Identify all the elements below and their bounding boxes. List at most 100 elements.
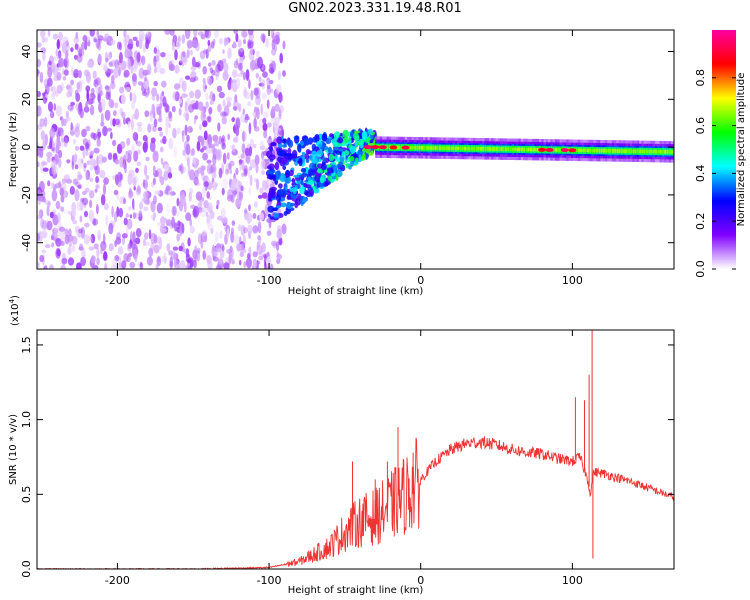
- spectrogram-cell: [73, 154, 77, 166]
- spectrogram-cell: [42, 50, 46, 61]
- spectrogram-cell: [260, 33, 266, 42]
- spectrogram-cell: [632, 149, 635, 154]
- spectrogram-cell: [172, 127, 177, 139]
- spectrogram-cell: [102, 126, 108, 137]
- y-axis-label: Frequency (Hz): [8, 112, 19, 188]
- spectrogram-cell: [257, 194, 263, 199]
- spectrogram-cell: [168, 250, 174, 256]
- spectrogram-cell: [457, 146, 460, 151]
- spectrogram-cell: [229, 247, 234, 259]
- spectrogram-cell: [652, 149, 656, 154]
- spectrogram-cell: [577, 148, 581, 153]
- spectrogram-cell: [482, 146, 485, 151]
- spectrogram-cell: [89, 235, 93, 244]
- spectrogram-cell: [165, 124, 169, 136]
- spectrogram-cell: [116, 143, 123, 154]
- spectrogram-cell: [145, 175, 150, 180]
- spectrogram-cell: [88, 246, 95, 251]
- spectrogram-cell: [237, 181, 242, 187]
- spectrogram-cell: [220, 243, 224, 250]
- spectrogram-cell: [204, 85, 208, 90]
- spectrogram-cell: [168, 111, 173, 122]
- spectrogram-cell: [134, 108, 139, 120]
- colorbar-tick-label: 0.6: [694, 117, 707, 135]
- spectrogram-cell: [153, 47, 157, 54]
- spectrogram-cell: [61, 257, 68, 265]
- spectrogram-cell: [129, 214, 133, 219]
- spectrogram-cell: [127, 121, 131, 128]
- spectrogram-cell: [143, 69, 150, 75]
- colorbar-tick-label: 0.2: [694, 212, 707, 230]
- y-tick-label: -40: [20, 234, 33, 252]
- spectrogram-cell: [216, 148, 222, 161]
- spectrogram-cell: [127, 173, 133, 186]
- spectrogram-cell: [206, 116, 211, 123]
- spectrogram-cell: [114, 255, 120, 262]
- spectrogram-cell: [275, 36, 280, 45]
- spectrogram-cell: [128, 205, 132, 211]
- spectrogram-cell: [52, 56, 59, 61]
- spectrogram-cell: [58, 150, 63, 159]
- spectrogram-cell: [336, 168, 343, 178]
- spectrogram-cell: [153, 234, 158, 244]
- spectrogram-cell: [96, 128, 101, 140]
- spectrogram-cell: [291, 179, 296, 182]
- spectrogram-cell: [192, 208, 197, 218]
- spectrogram-cell: [37, 59, 42, 68]
- spectrogram-cell: [119, 60, 123, 73]
- spectrogram-cell: [273, 207, 279, 212]
- spectrogram-cell: [115, 174, 119, 186]
- spectrogram-cell: [95, 38, 101, 49]
- spectrogram-cell: [83, 210, 89, 218]
- spectrogram-cell: [81, 128, 87, 138]
- spectrogram-cell: [48, 60, 52, 66]
- spectrogram-cell: [46, 220, 53, 231]
- spectrogram-cell: [61, 68, 65, 76]
- spectrogram-cell: [104, 85, 109, 91]
- spectrogram-cell: [82, 197, 89, 206]
- spectrogram-cell: [118, 51, 123, 64]
- spectrogram-cell: [136, 122, 143, 127]
- spectrogram-cell: [218, 91, 225, 99]
- spectrogram-cell: [470, 146, 474, 151]
- spectrogram-cell: [502, 147, 506, 151]
- x-tick-label: -200: [105, 274, 130, 287]
- spectrogram-cell: [84, 39, 88, 51]
- spectrogram-cell: [120, 93, 126, 105]
- spectrogram-cell: [187, 157, 190, 168]
- y-tick-label: 1.5: [20, 336, 33, 354]
- spectrogram-cell: [156, 202, 163, 214]
- spectrogram-cell: [226, 101, 232, 108]
- spectrogram-cell: [221, 111, 228, 117]
- spectrogram-cell: [189, 218, 193, 227]
- spectrogram-cell: [243, 35, 246, 44]
- spectrogram-cell: [144, 76, 148, 82]
- spectrogram-cell: [81, 248, 86, 260]
- spectrogram-cell: [192, 156, 197, 165]
- x-axis-label: Height of straight line (km): [288, 286, 424, 297]
- spectrogram-cell: [146, 31, 151, 39]
- spectrogram-cell: [114, 59, 120, 69]
- spectrogram-cell: [112, 139, 117, 147]
- spectrogram-cell: [161, 80, 167, 88]
- spectrogram-cell: [126, 218, 133, 230]
- spectrogram-cell: [228, 163, 232, 170]
- spectrogram-cell: [511, 147, 515, 152]
- spectrogram-cell: [247, 224, 253, 235]
- spectrogram-cell: [559, 148, 563, 152]
- spectrogram-cell: [137, 124, 142, 132]
- spectrogram-cell: [51, 61, 56, 70]
- spectrogram-cell: [327, 146, 333, 154]
- spectrogram-cell: [208, 62, 212, 67]
- spectrogram-cell: [124, 162, 127, 174]
- spectrogram-cell: [37, 124, 43, 131]
- spectrogram-cell: [129, 91, 133, 102]
- spectrogram-cell: [165, 116, 170, 127]
- spectrogram-cell: [221, 142, 226, 150]
- spectrogram-cell: [129, 231, 133, 242]
- spectrogram-cell: [96, 204, 99, 215]
- spectrogram-cell: [257, 56, 263, 69]
- spectrogram-cell: [552, 148, 556, 152]
- spectrogram-cell: [203, 130, 208, 141]
- spectrogram-cell: [58, 226, 66, 233]
